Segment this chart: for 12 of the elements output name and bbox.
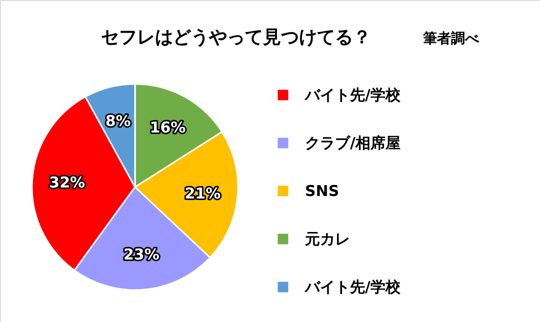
legend-label: バイト先/学校	[304, 278, 402, 296]
text: 筆者調べ	[422, 30, 480, 47]
data-label: 21%	[184, 184, 221, 202]
data-label: 16%	[150, 118, 186, 136]
legend-label: クラブ/相席屋	[305, 134, 400, 152]
data-label: 8%	[105, 112, 131, 130]
chart-title: セフレはどうやって見つけてる？	[101, 27, 371, 48]
data-label: 32%	[49, 174, 86, 192]
legend-label: SNS	[305, 182, 340, 200]
legend-label: バイト先/学校	[304, 86, 402, 104]
legend-label: 元カレ	[304, 230, 350, 248]
data-label: 23%	[123, 246, 160, 264]
